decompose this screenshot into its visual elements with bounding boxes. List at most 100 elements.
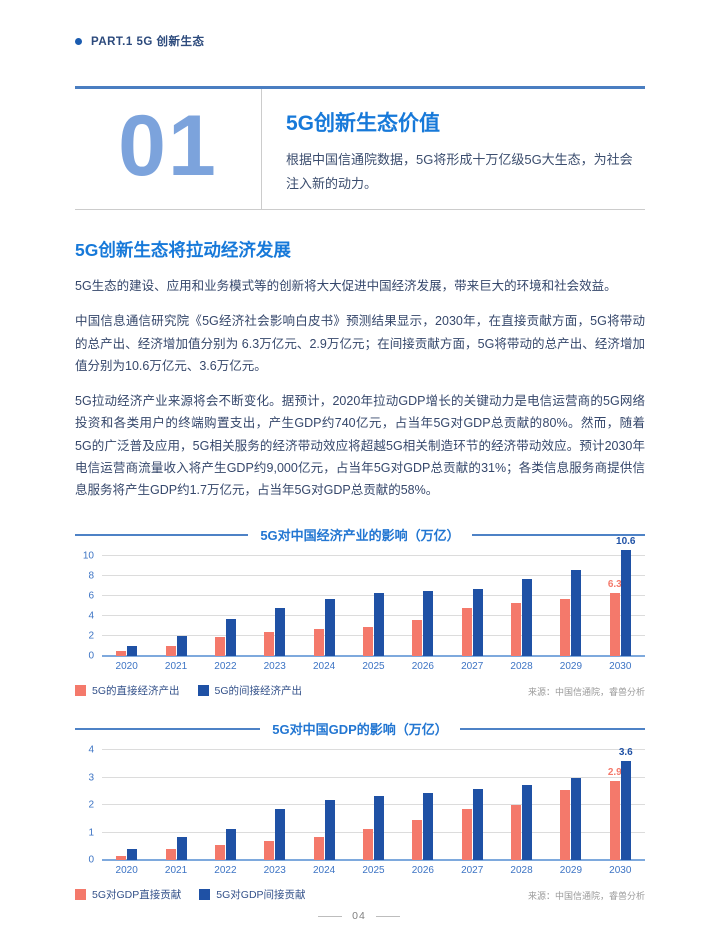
body-paragraph: 中国信息通信研究院《5G经济社会影响白皮书》预测结果显示，2030年，在直接贡献… — [75, 314, 645, 373]
chart-plot-area: 0 2 4 6 8 10 6.3 10.6 — [83, 536, 645, 662]
bar-value-label: 6.3 — [607, 579, 622, 591]
bar — [373, 593, 384, 657]
bar — [324, 799, 335, 861]
body-paragraph: 5G拉动经济产业来源将会不断变化。据预计，2020年拉动GDP增长的关键动力是电… — [75, 394, 645, 497]
legend-label: 5G对GDP直接贡献 — [92, 888, 182, 901]
x-axis-label: 2023 — [263, 865, 286, 877]
bar — [116, 856, 127, 861]
chart-source: 来源：中国信通院，睿兽分析 — [527, 891, 645, 902]
bar — [324, 599, 335, 657]
x-axis-label: 2022 — [214, 865, 237, 877]
chapter-subtitle: 根据中国信通院数据，5G将形成十万亿级5G大生态，为社会注入新的动力。 — [286, 152, 633, 192]
bullet-dot-icon — [75, 37, 82, 45]
legend-label: 5G的直接经济产出 — [92, 684, 180, 697]
chart-title-text: 5G对中国GDP的影响（万亿） — [272, 722, 448, 738]
chart-plot-area: 0 1 2 3 4 2.9 3.6 — [88, 745, 645, 866]
chart-legend: 5G的直接经济产出 5G的间接经济产出 来源：中国信通院，睿兽分析 — [75, 683, 645, 697]
x-axis-label: 2028 — [510, 865, 533, 877]
bar-group-2030: 6.3 10.6 — [596, 536, 645, 657]
x-axis-line — [102, 859, 645, 862]
x-axis-label: 2021 — [164, 661, 188, 673]
chapter-title: 5G创新生态价值 — [286, 112, 441, 135]
gridline — [102, 749, 645, 751]
bar — [165, 849, 176, 861]
chart-legend: 5G对GDP直接贡献 5G对GDP间接贡献 来源：中国信通院，睿兽分析 — [75, 887, 645, 901]
bar-group-2027 — [448, 750, 497, 861]
x-axis-label: 2024 — [312, 865, 336, 877]
y-axis-tick: 0 — [88, 650, 94, 662]
legend-item: 5G对GDP直接贡献 — [75, 887, 181, 902]
gridline — [102, 615, 645, 617]
y-axis-tick: 6 — [88, 590, 94, 602]
y-axis-tick: 1 — [88, 827, 94, 839]
gridline — [102, 635, 645, 637]
bar-group-2022 — [201, 750, 250, 861]
bar-value-label: 3.6 — [618, 747, 633, 759]
bar — [225, 828, 236, 861]
gridline — [102, 776, 645, 778]
bar-group-2023 — [250, 750, 299, 861]
y-axis-tick: 8 — [88, 570, 94, 582]
bar-group-2030: 2.9 3.6 — [596, 747, 645, 861]
chart-title-text: 5G对中国经济产业的影响（万亿） — [260, 528, 460, 544]
bar — [165, 646, 176, 657]
bar — [472, 788, 483, 861]
bar-group-2020 — [102, 556, 151, 657]
bar-group-2026 — [398, 750, 447, 861]
bar — [313, 629, 324, 657]
bar — [412, 820, 423, 861]
bar — [560, 790, 571, 861]
bar — [412, 620, 423, 657]
bar-group-2029 — [546, 750, 595, 861]
legend-item: 5G对GDP间接贡献 — [199, 887, 306, 902]
x-axis-label: 2027 — [461, 865, 484, 877]
bar: 3.6 — [619, 747, 633, 861]
page-number: 04 — [352, 910, 366, 922]
bar — [571, 777, 582, 861]
bar — [362, 828, 373, 861]
legend-swatch — [197, 684, 209, 696]
bar — [461, 809, 472, 861]
bar-group-2027 — [448, 556, 497, 657]
x-axis-label: 2022 — [214, 661, 237, 673]
gridline — [102, 555, 645, 557]
gridline — [102, 575, 645, 577]
bar — [313, 836, 324, 861]
bar-group-2025 — [349, 750, 398, 861]
bar — [522, 579, 533, 657]
bars-container: 2.9 3.6 — [102, 747, 645, 861]
x-axis-label: 2021 — [164, 865, 188, 877]
y-axis-tick: 3 — [88, 772, 94, 784]
x-axis-label: 2029 — [559, 661, 583, 673]
y-axis-tick: 0 — [88, 854, 94, 866]
bar — [423, 591, 434, 657]
bar — [362, 627, 373, 657]
y-axis-tick: 4 — [88, 610, 94, 622]
bar: 2.9 — [608, 767, 622, 861]
bar — [423, 792, 434, 861]
bar-group-2024 — [299, 750, 348, 861]
chapter-intro: 5G创新生态价值 根据中国信通院数据，5G将形成十万亿级5G大生态，为社会注入新… — [262, 89, 645, 209]
bar-group-2023 — [250, 556, 299, 657]
bar — [522, 784, 533, 861]
x-axis-label: 2026 — [411, 661, 434, 673]
bar-group-2024 — [299, 556, 348, 657]
x-axis-label: 2030 — [609, 865, 632, 877]
bar — [511, 805, 522, 861]
legend-swatch — [199, 888, 211, 900]
x-axis-label: 2024 — [312, 661, 336, 673]
bar — [264, 841, 275, 861]
chart-source: 来源：中国信通院，睿兽分析 — [527, 687, 645, 698]
bar: 10.6 — [616, 536, 636, 657]
legend-label: 5G的间接经济产出 — [214, 684, 303, 697]
legend-swatch — [75, 888, 86, 900]
part-title: PART.1 5G 创新生态 — [91, 36, 205, 48]
bar — [176, 836, 187, 861]
bar-group-2020 — [102, 750, 151, 861]
x-axis-label: 2020 — [115, 661, 138, 673]
footer-divider — [318, 915, 343, 917]
bar-value-label: 10.6 — [616, 536, 636, 548]
x-axis-labels: 2020 2021 2022 2023 2024 2025 2026 2027 2028 2029… — [102, 865, 645, 876]
x-axis-labels: 2020 2021 2022 2023 2024 2025 2026 2027 2028 2029… — [102, 661, 645, 672]
chapter-banner: 01 5G创新生态价值 根据中国信通院数据，5G将形成十万亿级5G大生态，为社会… — [75, 86, 645, 210]
